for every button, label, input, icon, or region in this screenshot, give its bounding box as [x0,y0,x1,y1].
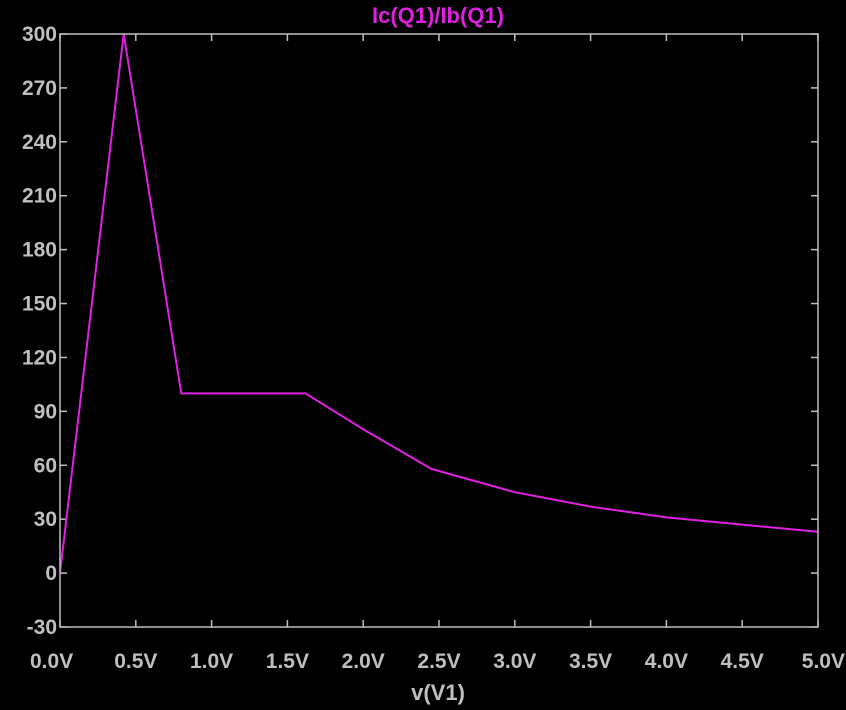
x-tick-label: 4.0V [645,650,688,673]
x-tick-label: 3.0V [493,650,536,673]
y-tick-label: 240 [22,131,57,154]
y-tick-label: 150 [22,293,57,316]
y-tick-label: 90 [34,400,57,423]
y-tick-label: 0 [45,562,57,585]
y-tick-label: 270 [22,77,57,100]
y-tick-label: 180 [22,239,57,262]
x-tick-label: 0.0V [30,650,73,673]
x-tick-label: 1.0V [190,650,233,673]
x-tick-label: 3.5V [569,650,612,673]
trace-title: Ic(Q1)/Ib(Q1) [372,3,504,28]
trace-line [59,33,819,574]
x-tick-label: 0.5V [114,650,157,673]
x-tick-label: 5.0V [802,650,845,673]
x-tick-label: 2.5V [417,650,460,673]
x-axis-title: v(V1) [411,680,465,705]
y-tick-label: 60 [34,454,57,477]
ticks-layer: -30 0 30 60 90 120 150 180 210 240 270 300 0.0V 0.5V 1… [22,23,845,673]
y-tick-label: 120 [22,346,57,369]
x-tick-label: 2.0V [342,650,385,673]
y-tick-label: 30 [34,508,57,531]
y-tick-label: 210 [22,185,57,208]
y-tick-label: -30 [27,616,57,639]
y-tick-label: 300 [22,23,57,46]
x-tick-label: 1.5V [266,650,309,673]
x-tick-label: 4.5V [721,650,764,673]
plot-frame [59,33,819,628]
